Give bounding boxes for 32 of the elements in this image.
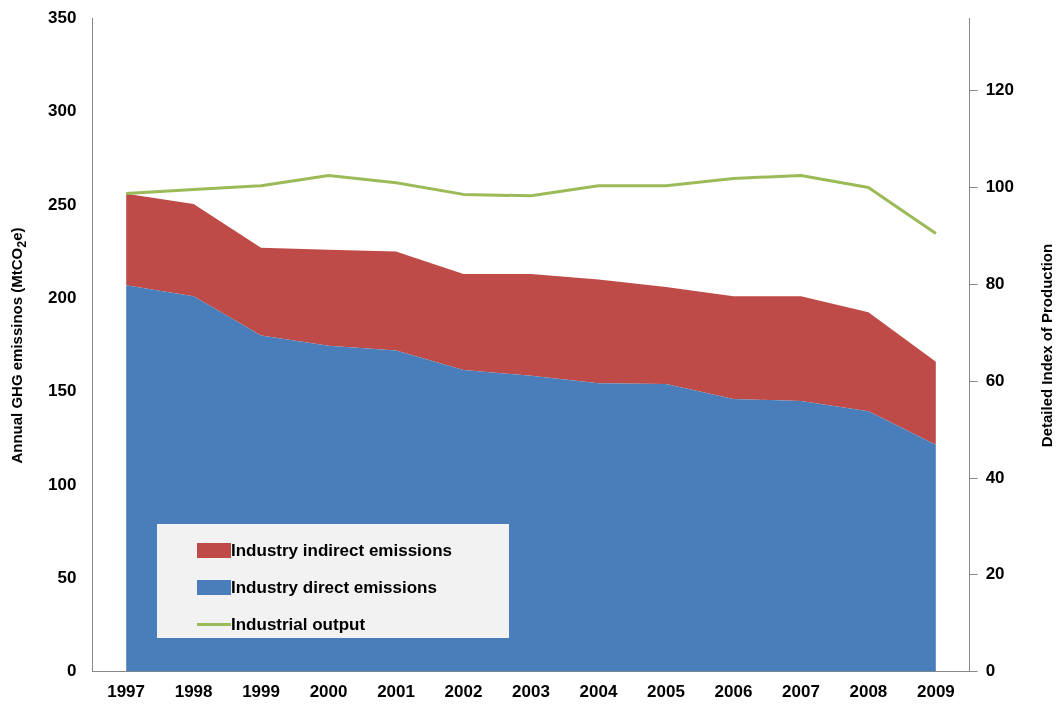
x-tick-label: 2003 bbox=[512, 682, 550, 702]
y2-tick-label: 0 bbox=[985, 661, 996, 681]
legend-label: Industry indirect emissions bbox=[231, 540, 453, 561]
y-tick-label: 200 bbox=[47, 287, 77, 307]
x-tick-label: 1997 bbox=[107, 682, 146, 702]
x-tick-label: 2007 bbox=[782, 682, 820, 702]
x-tick-label: 2009 bbox=[916, 682, 955, 702]
y2-tick-label: 40 bbox=[985, 467, 1005, 487]
x-tick-label: 2002 bbox=[444, 682, 483, 702]
x-tick-label: 2005 bbox=[647, 682, 685, 702]
legend-label: Industry direct emissions bbox=[231, 577, 437, 598]
y-tick-label: 250 bbox=[47, 194, 77, 214]
x-tick-label: 2006 bbox=[714, 682, 753, 702]
y2-tick-label: 100 bbox=[985, 177, 1015, 197]
x-tick-label: 1998 bbox=[174, 682, 213, 702]
y-tick-label: 100 bbox=[47, 474, 77, 494]
y2-tick-label: 120 bbox=[985, 80, 1015, 100]
x-tick-label: 1999 bbox=[242, 682, 280, 702]
y-tick-label: 150 bbox=[47, 381, 77, 401]
x-tick-label: 2008 bbox=[849, 682, 888, 702]
x-tick-label: 2004 bbox=[579, 682, 618, 702]
y2-tick-label: 60 bbox=[985, 370, 1005, 390]
y2-tick-label: 20 bbox=[985, 564, 1005, 584]
legend-label: Industrial output bbox=[231, 614, 366, 635]
y-tick-label: 300 bbox=[47, 101, 77, 121]
y2-axis-title: Detailed Index of Production bbox=[1037, 243, 1055, 447]
y2-tick-label: 80 bbox=[985, 274, 1005, 294]
y-tick-label: 350 bbox=[47, 7, 77, 27]
x-tick-label: 2001 bbox=[377, 682, 415, 702]
x-tick-label: 2000 bbox=[309, 682, 348, 702]
y-tick-label: 0 bbox=[66, 661, 77, 681]
y-tick-label: 50 bbox=[57, 567, 77, 587]
